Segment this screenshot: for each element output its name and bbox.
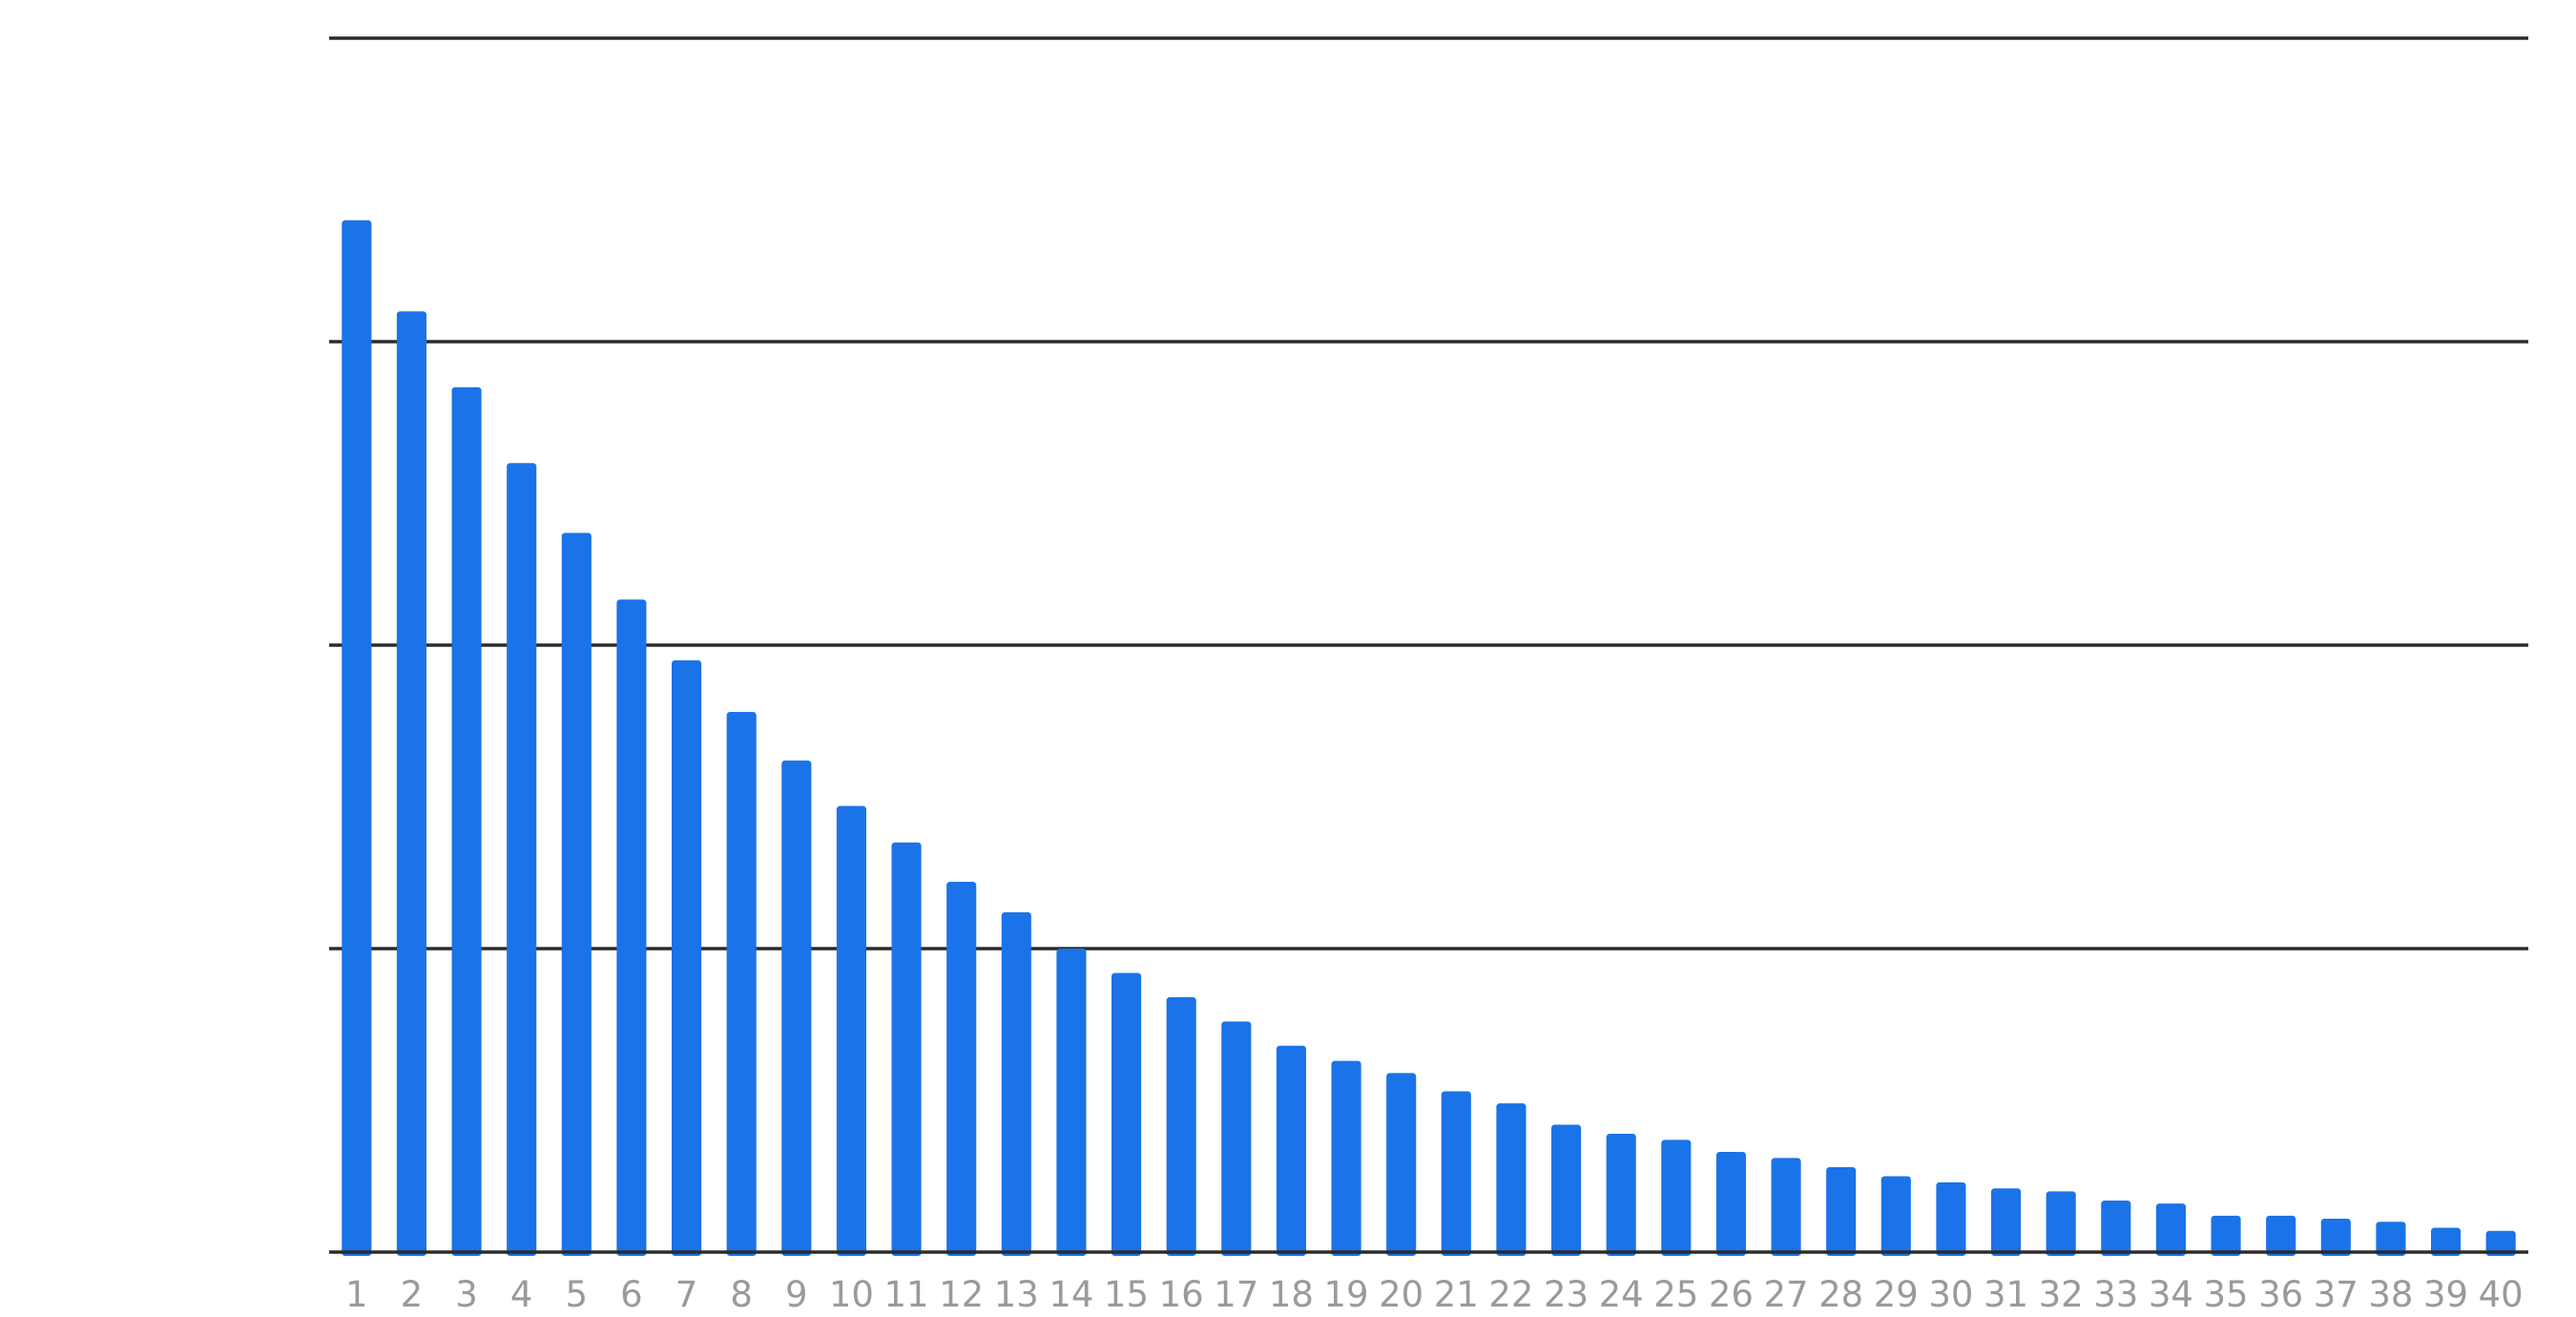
x-tick-label-15: 15	[1104, 1274, 1149, 1315]
x-tick-label-36: 36	[2258, 1274, 2303, 1315]
bar-40	[2485, 1230, 2516, 1256]
x-tick-label-5: 5	[566, 1274, 589, 1315]
bar-26	[1715, 1152, 1746, 1256]
x-tick-label-38: 38	[2368, 1274, 2413, 1315]
x-tick-label-23: 23	[1544, 1274, 1589, 1315]
x-tick-label-25: 25	[1653, 1274, 1698, 1315]
bar-36	[2266, 1215, 2296, 1256]
bar-22	[1496, 1103, 1527, 1256]
bar-4	[507, 463, 537, 1256]
bar-38	[2376, 1222, 2406, 1256]
bar-33	[2101, 1200, 2131, 1256]
x-tick-label-17: 17	[1214, 1274, 1258, 1315]
x-tick-label-29: 29	[1874, 1274, 1919, 1315]
x-tick-label-20: 20	[1379, 1274, 1423, 1315]
bar-24	[1606, 1133, 1636, 1256]
x-tick-label-10: 10	[829, 1274, 874, 1315]
x-tick-label-8: 8	[730, 1274, 753, 1315]
x-tick-label-4: 4	[510, 1274, 533, 1315]
bar-31	[1991, 1188, 2022, 1256]
bar-10	[836, 805, 866, 1256]
bar-21	[1441, 1091, 1471, 1256]
x-tick-label-1: 1	[345, 1274, 368, 1315]
x-tick-label-9: 9	[785, 1274, 808, 1315]
x-tick-label-21: 21	[1434, 1274, 1479, 1315]
x-tick-label-28: 28	[1818, 1274, 1863, 1315]
bar-18	[1276, 1045, 1306, 1256]
x-tick-label-33: 33	[2093, 1274, 2138, 1315]
bar-25	[1661, 1139, 1692, 1256]
bar-11	[891, 842, 922, 1256]
x-tick-label-6: 6	[620, 1274, 643, 1315]
bar-14	[1056, 949, 1087, 1256]
bar-2	[396, 311, 426, 1256]
bar-17	[1221, 1021, 1252, 1256]
x-tick-label-31: 31	[1984, 1274, 2028, 1315]
bar-27	[1771, 1158, 1801, 1256]
bars	[342, 220, 2516, 1256]
x-tick-label-24: 24	[1599, 1274, 1644, 1315]
bar-19	[1331, 1060, 1361, 1256]
bar-8	[726, 711, 757, 1256]
bar-13	[1001, 911, 1031, 1256]
x-tick-label-27: 27	[1764, 1274, 1809, 1315]
bar-1	[342, 220, 372, 1256]
bar-9	[781, 760, 812, 1256]
x-tick-label-2: 2	[401, 1274, 424, 1315]
x-tick-label-3: 3	[455, 1274, 478, 1315]
bar-35	[2211, 1215, 2241, 1256]
x-tick-label-26: 26	[1709, 1274, 1754, 1315]
bar-20	[1386, 1073, 1417, 1256]
bar-12	[946, 882, 977, 1256]
x-tick-label-34: 34	[2149, 1274, 2193, 1315]
x-tick-label-19: 19	[1324, 1274, 1369, 1315]
bar-3	[451, 387, 482, 1256]
bar-28	[1826, 1166, 1857, 1256]
x-tick-label-14: 14	[1049, 1274, 1093, 1315]
x-tick-label-40: 40	[2479, 1274, 2524, 1315]
bar-6	[616, 599, 647, 1256]
bar-37	[2320, 1219, 2351, 1256]
x-tick-label-7: 7	[675, 1274, 698, 1315]
x-tick-label-37: 37	[2314, 1274, 2358, 1315]
bar-23	[1551, 1124, 1582, 1256]
bar-30	[1936, 1181, 1966, 1256]
x-tick-label-32: 32	[2039, 1274, 2084, 1315]
bar-5	[561, 533, 592, 1256]
bar-29	[1880, 1176, 1911, 1256]
bar-34	[2155, 1203, 2186, 1256]
x-tick-label-30: 30	[1928, 1274, 1973, 1315]
bar-16	[1166, 996, 1196, 1256]
bar-32	[2046, 1191, 2076, 1256]
x-tick-label-16: 16	[1159, 1274, 1204, 1315]
x-tick-label-13: 13	[994, 1274, 1039, 1315]
x-tick-label-11: 11	[884, 1274, 929, 1315]
x-tick-label-22: 22	[1488, 1274, 1533, 1315]
x-tick-label-12: 12	[939, 1274, 984, 1315]
x-tick-labels: 1 2 3 4 5 6 7 8 9 10 11 12 13 14 15 16 17 18 19 20 21 22 23 24 2…	[345, 1274, 2524, 1315]
x-tick-label-39: 39	[2423, 1274, 2468, 1315]
x-tick-label-35: 35	[2204, 1274, 2249, 1315]
bar-7	[672, 659, 702, 1256]
x-tick-label-18: 18	[1269, 1274, 1314, 1315]
bar-39	[2431, 1227, 2462, 1256]
bar-15	[1111, 972, 1142, 1256]
gridlines	[329, 36, 2528, 951]
